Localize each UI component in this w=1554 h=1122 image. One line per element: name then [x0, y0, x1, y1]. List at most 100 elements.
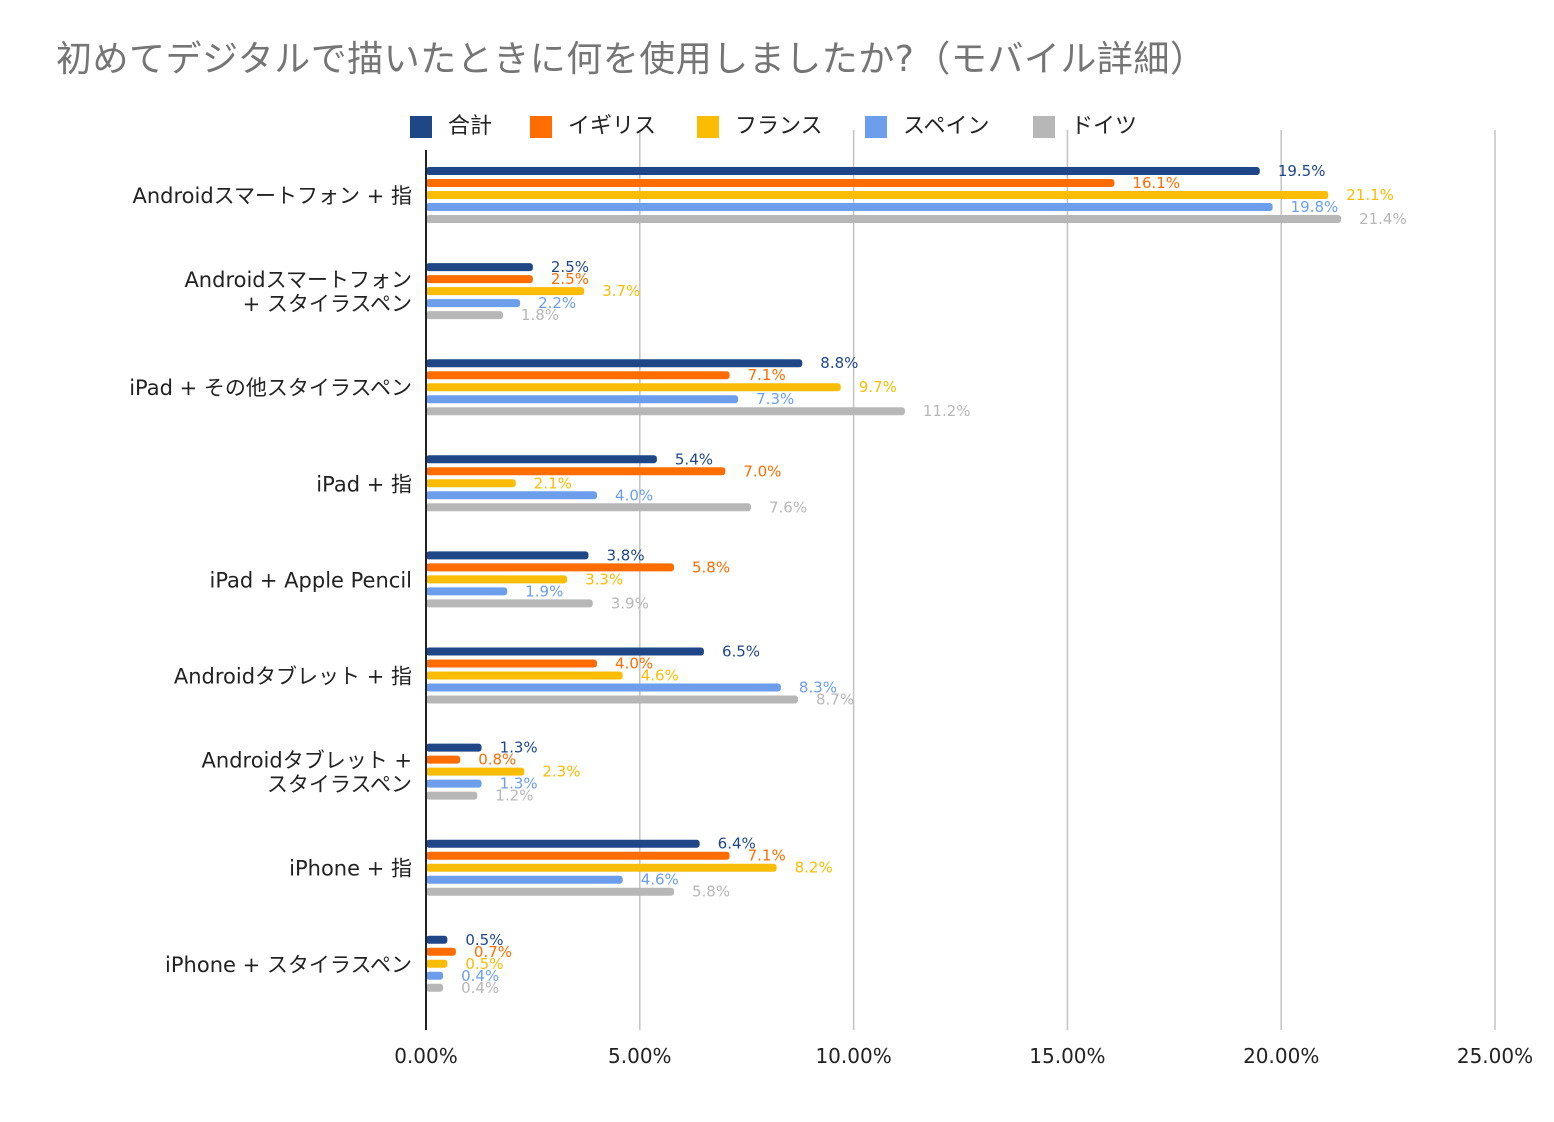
category-label: Androidタブレット + 指 — [174, 665, 412, 689]
category-label: iPad + Apple Pencil — [209, 568, 412, 592]
bar — [426, 888, 674, 896]
data-label: 1.2% — [495, 787, 533, 805]
category-label: iPad + 指 — [316, 472, 412, 496]
bar — [426, 960, 447, 968]
legend-swatch — [410, 116, 432, 138]
bar — [426, 179, 1114, 187]
data-label: 4.6% — [641, 667, 679, 685]
bar — [426, 684, 781, 692]
data-label: 0.4% — [461, 979, 499, 997]
legend-label: 合計 — [448, 114, 492, 139]
bar — [426, 840, 700, 848]
data-label: 21.4% — [1359, 210, 1407, 228]
x-tick-label: 15.00% — [1029, 1044, 1105, 1068]
x-tick-label: 20.00% — [1243, 1044, 1319, 1068]
bar — [426, 371, 730, 379]
legend: 合計 イギリス フランス スペイン ドイツ — [410, 114, 1137, 139]
category-label: iPhone + 指 — [289, 857, 412, 881]
bar — [426, 503, 751, 511]
bar — [426, 467, 725, 475]
x-tick-label: 5.00% — [608, 1044, 672, 1068]
legend-swatch — [1033, 116, 1055, 138]
bars — [426, 167, 1341, 992]
data-label: 9.7% — [859, 378, 897, 396]
data-label: 21.1% — [1346, 186, 1394, 204]
bar — [426, 191, 1328, 199]
bar — [426, 744, 482, 752]
x-tick-label: 25.00% — [1457, 1044, 1533, 1068]
bar — [426, 660, 597, 668]
bar — [426, 780, 482, 788]
bar — [426, 599, 593, 607]
bar — [426, 491, 597, 499]
data-label: 11.2% — [923, 402, 971, 420]
data-label: 2.3% — [542, 763, 580, 781]
axes: 0.00% 5.00% 10.00% 15.00% 20.00% 25.00% Androi… — [129, 150, 1533, 1068]
data-label: 3.3% — [585, 570, 623, 588]
bar — [426, 551, 588, 559]
data-label: 5.8% — [692, 883, 730, 901]
data-label: 7.1% — [748, 847, 786, 865]
legend-swatch — [697, 116, 719, 138]
data-label: 19.8% — [1291, 198, 1339, 216]
data-label: 6.5% — [722, 643, 760, 661]
bar — [426, 263, 533, 271]
bar — [426, 756, 460, 764]
category-label: Androidスマートフォン — [184, 268, 412, 292]
bar — [426, 972, 443, 980]
bar — [426, 936, 447, 944]
bar — [426, 696, 798, 704]
bar — [426, 359, 802, 367]
category-label: Androidスマートフォン + 指 — [132, 184, 412, 208]
legend-label: イギリス — [568, 114, 656, 139]
data-label: 4.0% — [615, 486, 653, 504]
category-label: Androidタブレット + — [202, 749, 412, 773]
bar — [426, 864, 777, 872]
data-label: 19.5% — [1278, 162, 1326, 180]
data-label: 3.8% — [606, 546, 644, 564]
bar — [426, 948, 456, 956]
data-label: 3.7% — [602, 282, 640, 300]
category-label: iPad + その他スタイラスペン — [129, 376, 412, 400]
data-label: 8.7% — [816, 691, 854, 709]
data-label: 4.6% — [641, 871, 679, 889]
bar — [426, 852, 730, 860]
data-label: 7.6% — [769, 498, 807, 516]
data-label: 2.1% — [534, 474, 572, 492]
category-label: iPhone + スタイラスペン — [165, 953, 412, 977]
bar — [426, 479, 516, 487]
bar — [426, 455, 657, 463]
data-label: 7.1% — [748, 366, 786, 384]
bar — [426, 648, 704, 656]
bar — [426, 407, 905, 415]
legend-swatch — [865, 116, 887, 138]
gridlines — [640, 130, 1495, 1030]
bar — [426, 203, 1273, 211]
data-label: 7.3% — [756, 390, 794, 408]
bar — [426, 215, 1341, 223]
bar — [426, 587, 507, 595]
category-label: + スタイラスペン — [243, 292, 412, 316]
data-label: 8.8% — [820, 354, 858, 372]
x-tick-label: 0.00% — [394, 1044, 458, 1068]
legend-label: ドイツ — [1071, 114, 1137, 139]
data-label: 8.2% — [795, 859, 833, 877]
category-label: スタイラスペン — [267, 773, 412, 797]
data-label: 0.8% — [478, 751, 516, 769]
data-label: 3.9% — [611, 594, 649, 612]
x-tick-label: 10.00% — [815, 1044, 891, 1068]
data-label: 1.9% — [525, 582, 563, 600]
data-label: 5.4% — [675, 450, 713, 468]
data-label: 5.8% — [692, 558, 730, 576]
bar — [426, 395, 738, 403]
data-label: 7.0% — [743, 462, 781, 480]
legend-swatch — [530, 116, 552, 138]
data-label: 1.8% — [521, 306, 559, 324]
bar — [426, 984, 443, 992]
bar — [426, 672, 623, 680]
legend-label: スペイン — [903, 114, 989, 139]
bar — [426, 311, 503, 319]
data-label: 2.5% — [551, 270, 589, 288]
bar — [426, 299, 520, 307]
